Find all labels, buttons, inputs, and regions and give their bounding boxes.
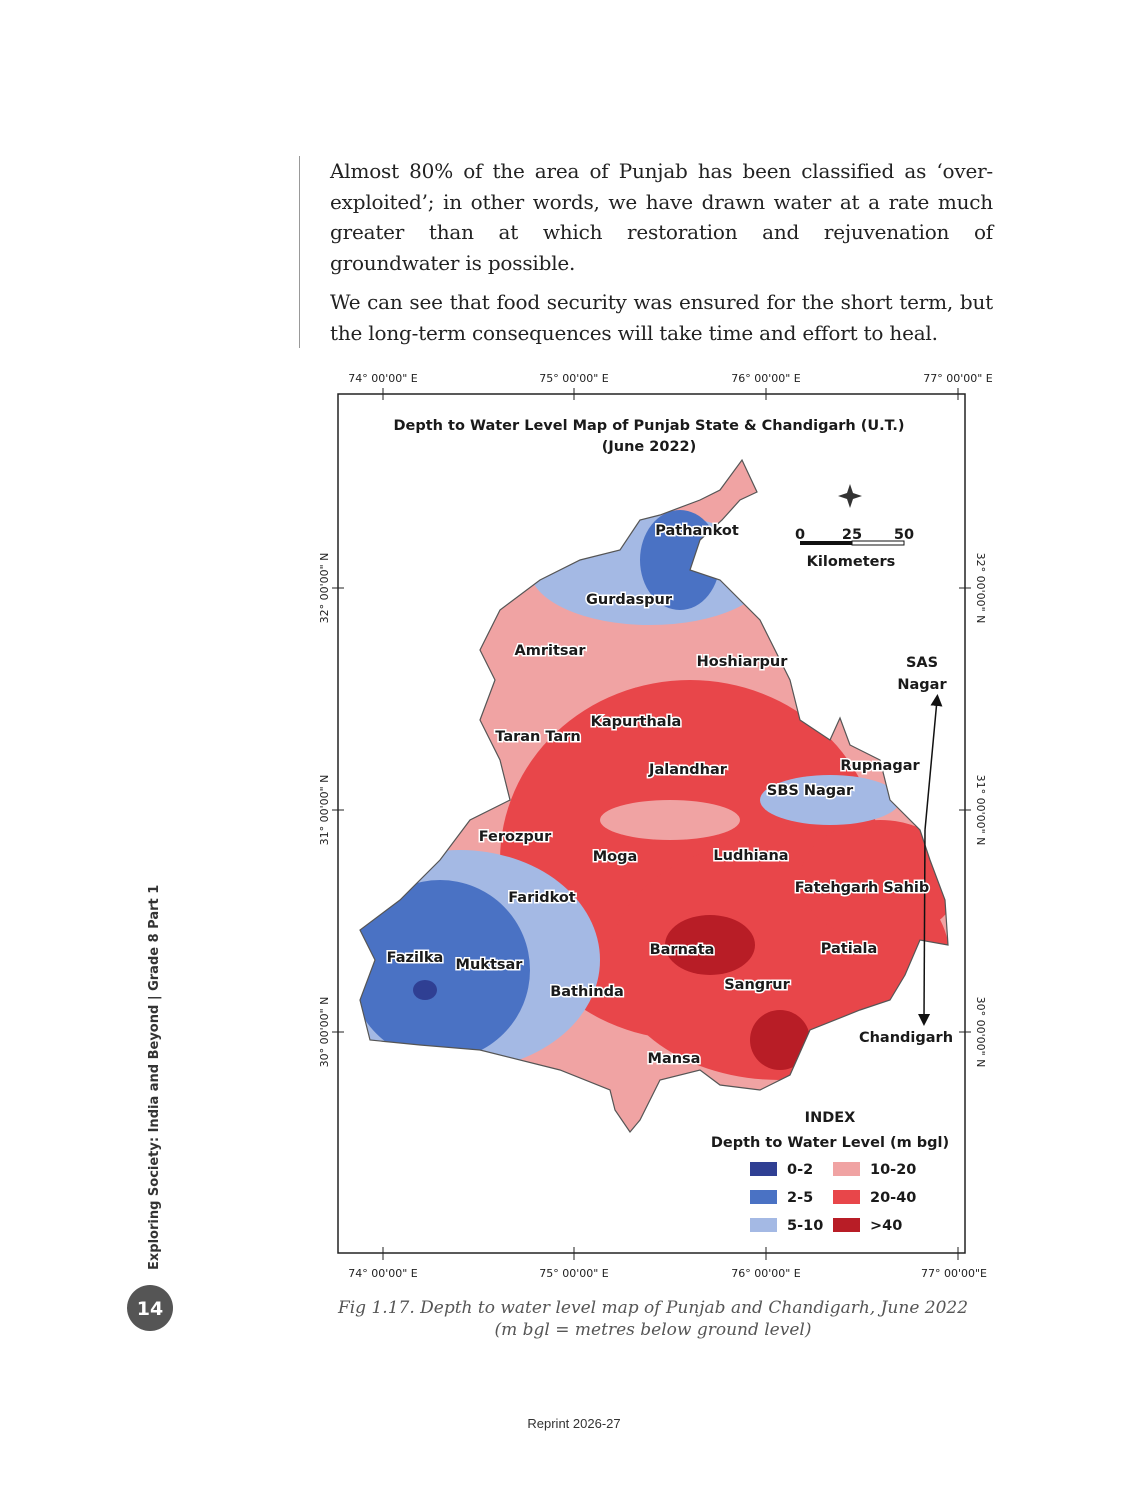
map-title: Depth to Water Level Map of Punjab State…	[393, 418, 904, 434]
legend-label: 20-40	[870, 1190, 916, 1206]
compass	[838, 484, 862, 508]
legend-label: 5-10	[787, 1218, 823, 1234]
legend-swatch	[833, 1218, 860, 1232]
longitude-label: 76° 00'00" E	[731, 1267, 801, 1280]
latitude-label: 31° 00'00" N	[318, 775, 331, 846]
scale-unit: Kilometers	[807, 554, 896, 570]
district-label: Rupnagar	[840, 758, 920, 774]
legend-label: 0-2	[787, 1162, 813, 1178]
district-label: Ludhiana	[713, 848, 788, 864]
district-label: Hoshiarpur	[697, 654, 789, 670]
longitude-label: 77° 00'00" E	[923, 372, 993, 385]
map-title: (June 2022)	[602, 439, 697, 455]
scale-bar	[800, 540, 905, 546]
longitude-label: 76° 00'00" E	[731, 372, 801, 385]
district-label: Gurdaspur	[586, 592, 673, 608]
district-label: Ferozpur	[479, 829, 552, 845]
page-number: 14	[137, 1298, 163, 1320]
longitude-label: 75° 00'00" E	[539, 1267, 609, 1280]
running-title: Exploring Society: India and Beyond | Gr…	[147, 885, 162, 1270]
margin-rule	[299, 156, 300, 348]
annotation: SAS	[906, 655, 938, 671]
annotation: Chandigarh	[859, 1030, 953, 1046]
latitude-label: 32° 00'00" N	[974, 553, 987, 624]
caption: Fig 1.17. Depth to water level map of Pu…	[337, 1298, 968, 1318]
district-label: Muktsar	[456, 957, 524, 973]
longitude-label: 75° 00'00" E	[539, 372, 609, 385]
legend-swatch	[750, 1218, 777, 1232]
legend-label: >40	[870, 1218, 902, 1234]
footer: Reprint 2026-27	[527, 1416, 620, 1431]
district-label: Mansa	[648, 1051, 701, 1067]
paragraph: Almost 80% of the area of Punjab has bee…	[330, 159, 993, 275]
scale-label: 50	[894, 527, 914, 543]
legend-title: Depth to Water Level (m bgl)	[711, 1135, 949, 1151]
district-label: Bathinda	[550, 984, 624, 1000]
district-label: Kapurthala	[591, 714, 682, 730]
caption: (m bgl = metres below ground level)	[495, 1320, 812, 1340]
latitude-label: 32° 00'00" N	[318, 553, 331, 624]
district-label: Patiala	[821, 941, 877, 957]
district-label: Fatehgarh Sahib	[795, 880, 930, 896]
district-label: Moga	[593, 849, 638, 865]
legend-swatch	[750, 1190, 777, 1204]
district-label: SBS Nagar	[767, 783, 854, 799]
latitude-label: 31° 00'00" N	[974, 775, 987, 846]
district-label: Taran Tarn	[495, 729, 580, 745]
district-label: Pathankot	[655, 523, 739, 539]
latitude-label: 30° 00'00" N	[318, 997, 331, 1068]
district-label: Fazilka	[387, 950, 444, 966]
district-label: Amritsar	[515, 643, 587, 659]
page-number-badge	[127, 1285, 173, 1331]
longitude-label: 74° 00'00" E	[348, 1267, 418, 1280]
scale-label: 0	[795, 527, 805, 543]
district-label: Barnata	[650, 942, 715, 958]
district-label: Sangrur	[724, 977, 790, 993]
legend-swatch	[750, 1162, 777, 1176]
legend-swatch	[833, 1162, 860, 1176]
latitude-label: 30° 00'00" N	[974, 997, 987, 1068]
district-label: Jalandhar	[648, 762, 728, 778]
arrow	[918, 829, 931, 1026]
legend-label: 10-20	[870, 1162, 916, 1178]
legend-swatch	[833, 1190, 860, 1204]
paragraph: We can see that food security was ensure…	[330, 290, 993, 345]
scale-label: 25	[842, 527, 862, 543]
longitude-label: 74° 00'00" E	[348, 372, 418, 385]
legend-label: 2-5	[787, 1190, 813, 1206]
district-label: Faridkot	[508, 890, 576, 906]
legend-heading: INDEX	[805, 1110, 856, 1126]
longitude-label: 77° 00'00"E	[921, 1267, 987, 1280]
annotation: Nagar	[897, 677, 947, 693]
arrow	[924, 694, 943, 831]
